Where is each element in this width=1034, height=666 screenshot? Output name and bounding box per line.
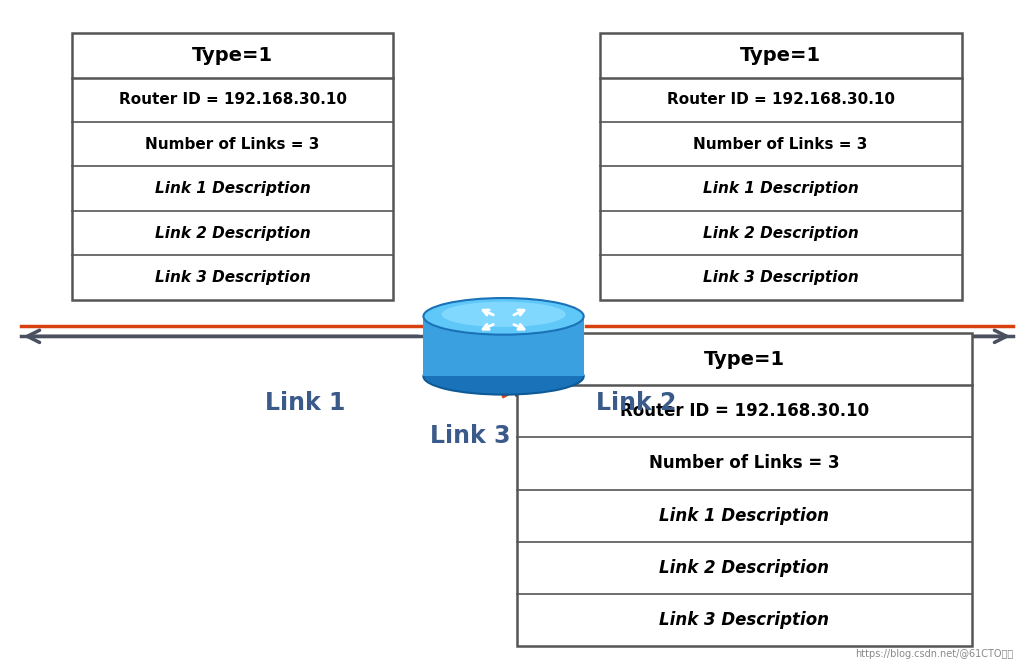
Text: Link 1: Link 1 bbox=[265, 391, 345, 415]
Text: Link 3: Link 3 bbox=[430, 424, 511, 448]
FancyBboxPatch shape bbox=[600, 33, 962, 300]
FancyBboxPatch shape bbox=[72, 33, 393, 300]
Text: Router ID = 192.168.30.10: Router ID = 192.168.30.10 bbox=[119, 93, 346, 107]
Text: Link 3 Description: Link 3 Description bbox=[660, 611, 829, 629]
Text: Link 1 Description: Link 1 Description bbox=[660, 507, 829, 525]
Text: Type=1: Type=1 bbox=[704, 350, 785, 368]
Text: Link 3 Description: Link 3 Description bbox=[155, 270, 310, 285]
Text: Link 2: Link 2 bbox=[596, 391, 676, 415]
Bar bbox=[424, 316, 583, 376]
Text: Link 2 Description: Link 2 Description bbox=[703, 226, 858, 240]
Ellipse shape bbox=[442, 302, 566, 327]
Text: Link 1 Description: Link 1 Description bbox=[155, 181, 310, 196]
Text: Type=1: Type=1 bbox=[740, 46, 821, 65]
Text: Number of Links = 3: Number of Links = 3 bbox=[649, 454, 840, 472]
Text: Number of Links = 3: Number of Links = 3 bbox=[694, 137, 868, 152]
Text: Number of Links = 3: Number of Links = 3 bbox=[146, 137, 320, 152]
Text: Type=1: Type=1 bbox=[192, 46, 273, 65]
Text: Link 2 Description: Link 2 Description bbox=[155, 226, 310, 240]
Text: Router ID = 192.168.30.10: Router ID = 192.168.30.10 bbox=[667, 93, 894, 107]
Text: https://blog.csdn.net/@61CTO博客: https://blog.csdn.net/@61CTO博客 bbox=[855, 649, 1013, 659]
Text: Router ID = 192.168.30.10: Router ID = 192.168.30.10 bbox=[620, 402, 869, 420]
Text: Link 2 Description: Link 2 Description bbox=[660, 559, 829, 577]
Text: Link 3 Description: Link 3 Description bbox=[703, 270, 858, 285]
Ellipse shape bbox=[424, 358, 583, 394]
Text: Link 1 Description: Link 1 Description bbox=[703, 181, 858, 196]
FancyBboxPatch shape bbox=[517, 333, 972, 646]
Ellipse shape bbox=[424, 298, 583, 334]
